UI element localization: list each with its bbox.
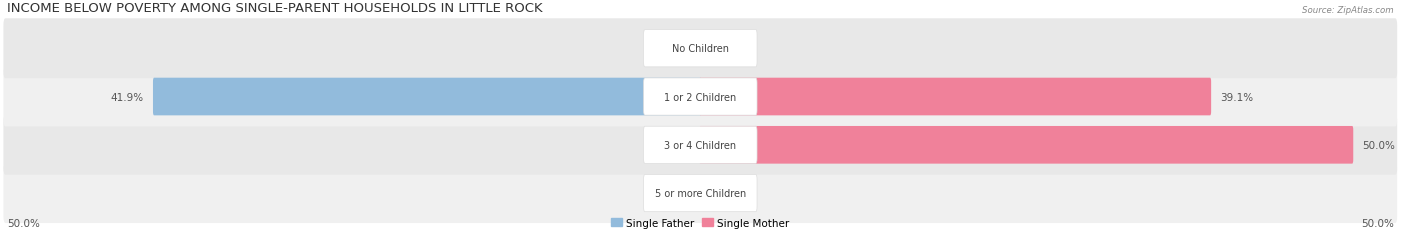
FancyBboxPatch shape bbox=[644, 30, 756, 67]
FancyBboxPatch shape bbox=[644, 79, 756, 116]
Text: 41.9%: 41.9% bbox=[111, 92, 143, 102]
FancyBboxPatch shape bbox=[153, 78, 702, 116]
FancyBboxPatch shape bbox=[644, 175, 756, 212]
Text: Source: ZipAtlas.com: Source: ZipAtlas.com bbox=[1302, 6, 1393, 15]
FancyBboxPatch shape bbox=[3, 115, 1398, 175]
Text: 1 or 2 Children: 1 or 2 Children bbox=[664, 92, 737, 102]
Text: 3 or 4 Children: 3 or 4 Children bbox=[664, 140, 737, 150]
Text: 50.0%: 50.0% bbox=[7, 218, 39, 228]
FancyBboxPatch shape bbox=[3, 19, 1398, 79]
Text: 0.0%: 0.0% bbox=[658, 140, 685, 150]
FancyBboxPatch shape bbox=[644, 127, 756, 164]
Text: INCOME BELOW POVERTY AMONG SINGLE-PARENT HOUSEHOLDS IN LITTLE ROCK: INCOME BELOW POVERTY AMONG SINGLE-PARENT… bbox=[7, 3, 543, 15]
FancyBboxPatch shape bbox=[3, 164, 1398, 223]
Text: 5 or more Children: 5 or more Children bbox=[655, 188, 747, 198]
Text: No Children: No Children bbox=[672, 44, 728, 54]
FancyBboxPatch shape bbox=[699, 78, 1211, 116]
Text: 0.0%: 0.0% bbox=[716, 44, 742, 54]
Text: 0.0%: 0.0% bbox=[658, 44, 685, 54]
Text: 50.0%: 50.0% bbox=[1362, 140, 1396, 150]
Legend: Single Father, Single Mother: Single Father, Single Mother bbox=[612, 218, 789, 228]
FancyBboxPatch shape bbox=[3, 67, 1398, 127]
Text: 39.1%: 39.1% bbox=[1220, 92, 1254, 102]
Text: 50.0%: 50.0% bbox=[1361, 218, 1393, 228]
Text: 0.0%: 0.0% bbox=[716, 188, 742, 198]
Text: 0.0%: 0.0% bbox=[658, 188, 685, 198]
FancyBboxPatch shape bbox=[699, 126, 1353, 164]
